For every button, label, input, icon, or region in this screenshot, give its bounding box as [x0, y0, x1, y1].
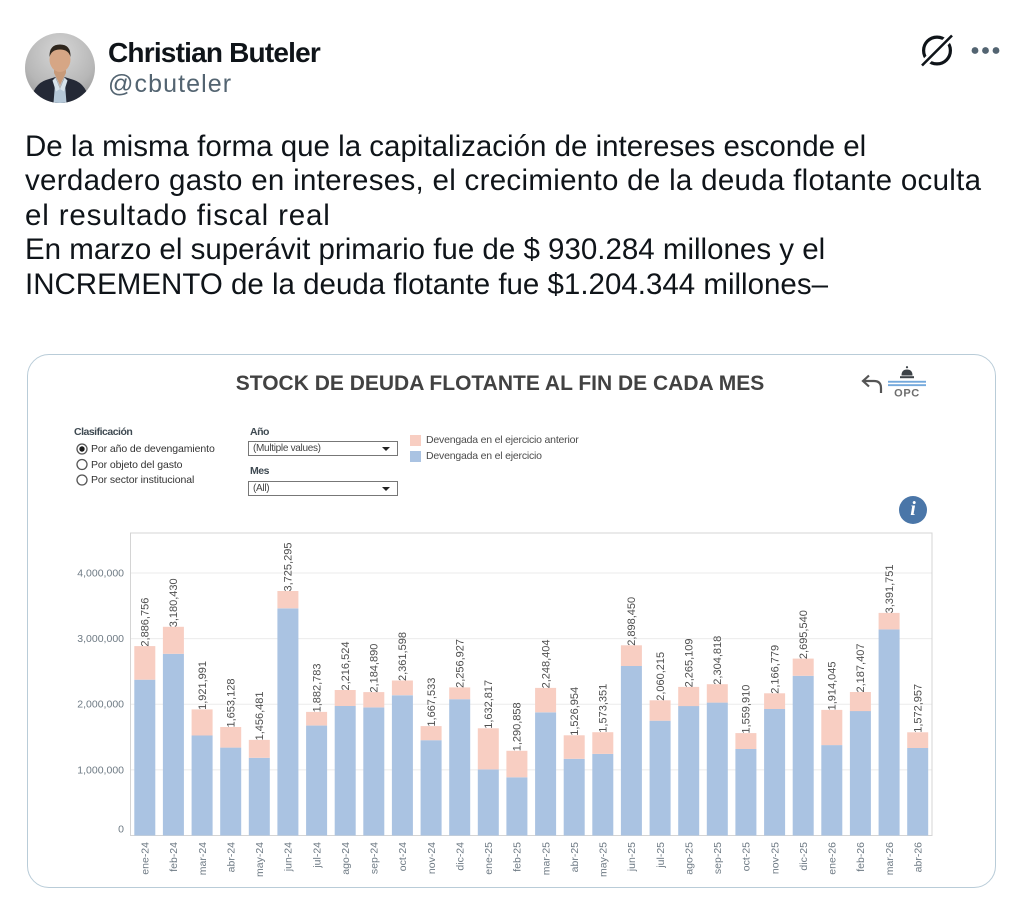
- svg-text:mar-24: mar-24: [197, 842, 209, 875]
- svg-text:ene-26: ene-26: [827, 842, 839, 875]
- svg-text:ene-25: ene-25: [483, 842, 495, 875]
- svg-text:jul-24: jul-24: [311, 842, 323, 869]
- svg-text:1,882,783: 1,882,783: [311, 663, 323, 712]
- svg-text:1,632,817: 1,632,817: [483, 680, 495, 729]
- svg-text:feb-24: feb-24: [168, 842, 180, 872]
- svg-text:3,180,430: 3,180,430: [168, 578, 180, 627]
- svg-text:2,166,779: 2,166,779: [769, 645, 781, 694]
- svg-text:dic-24: dic-24: [455, 842, 467, 871]
- svg-text:0: 0: [118, 824, 124, 836]
- svg-text:2,248,404: 2,248,404: [540, 639, 552, 688]
- svg-text:3,725,295: 3,725,295: [283, 543, 295, 592]
- svg-text:2,886,756: 2,886,756: [140, 598, 152, 647]
- svg-text:2,265,109: 2,265,109: [684, 638, 696, 687]
- svg-text:2,304,818: 2,304,818: [712, 636, 724, 685]
- svg-text:abr-24: abr-24: [226, 842, 238, 873]
- svg-text:2,216,524: 2,216,524: [340, 642, 352, 691]
- svg-text:dic-25: dic-25: [798, 842, 810, 871]
- svg-text:1,526,954: 1,526,954: [569, 687, 581, 736]
- svg-text:2,000,000: 2,000,000: [77, 699, 124, 711]
- svg-text:1,572,957: 1,572,957: [913, 684, 925, 733]
- svg-text:ago-24: ago-24: [340, 842, 352, 875]
- svg-text:1,914,045: 1,914,045: [827, 661, 839, 710]
- svg-text:jun-24: jun-24: [283, 842, 295, 872]
- svg-text:1,653,128: 1,653,128: [226, 679, 238, 728]
- svg-text:2,060,215: 2,060,215: [655, 652, 667, 701]
- svg-text:2,695,540: 2,695,540: [798, 610, 810, 659]
- svg-text:1,667,533: 1,667,533: [426, 678, 438, 727]
- svg-text:oct-24: oct-24: [397, 842, 409, 871]
- svg-text:may-25: may-25: [598, 842, 610, 877]
- svg-text:ene-24: ene-24: [140, 842, 152, 875]
- svg-text:sep-24: sep-24: [369, 842, 381, 874]
- svg-text:1,290,858: 1,290,858: [512, 702, 524, 751]
- svg-text:abr-25: abr-25: [569, 842, 581, 873]
- svg-text:4,000,000: 4,000,000: [77, 568, 124, 580]
- svg-text:3,391,751: 3,391,751: [884, 564, 896, 613]
- svg-text:1,000,000: 1,000,000: [77, 764, 124, 776]
- svg-text:mar-26: mar-26: [884, 842, 896, 875]
- svg-text:feb-25: feb-25: [512, 842, 524, 872]
- svg-text:nov-24: nov-24: [426, 842, 438, 874]
- svg-text:jun-25: jun-25: [626, 842, 638, 872]
- svg-text:may-24: may-24: [254, 842, 266, 877]
- svg-text:feb-26: feb-26: [855, 842, 867, 872]
- svg-text:sep-25: sep-25: [712, 842, 724, 874]
- svg-text:OPC: OPC: [894, 388, 920, 400]
- svg-text:2,898,450: 2,898,450: [626, 597, 638, 646]
- svg-text:2,361,598: 2,361,598: [397, 632, 409, 681]
- svg-text:ago-25: ago-25: [684, 842, 696, 875]
- svg-text:jul-25: jul-25: [655, 842, 667, 869]
- svg-text:abr-26: abr-26: [913, 842, 925, 873]
- svg-text:2,184,890: 2,184,890: [369, 644, 381, 693]
- svg-text:2,187,407: 2,187,407: [855, 644, 867, 693]
- svg-text:1,456,481: 1,456,481: [254, 691, 266, 740]
- svg-text:3,000,000: 3,000,000: [77, 633, 124, 645]
- svg-text:1,921,991: 1,921,991: [197, 661, 209, 710]
- svg-text:mar-25: mar-25: [540, 842, 552, 875]
- svg-text:oct-25: oct-25: [741, 842, 753, 871]
- svg-text:1,573,351: 1,573,351: [598, 684, 610, 733]
- svg-text:2,256,927: 2,256,927: [455, 639, 467, 688]
- svg-text:nov-25: nov-25: [769, 842, 781, 874]
- svg-text:1,559,910: 1,559,910: [741, 685, 753, 734]
